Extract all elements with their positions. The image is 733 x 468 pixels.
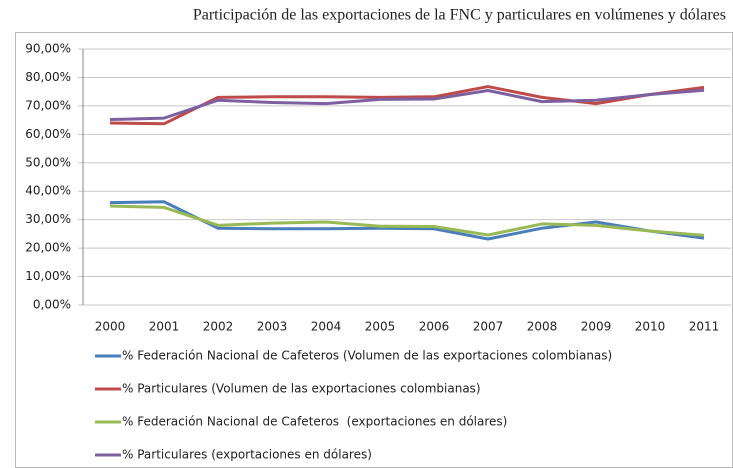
y-tick-label: 60,00%	[25, 127, 71, 141]
legend-label: % Federación Nacional de Cafeteros (Volu…	[122, 349, 612, 363]
legend-label: % Particulares (Volumen de las exportaci…	[122, 382, 481, 396]
y-tick-label: 70,00%	[25, 98, 71, 112]
y-tick-label: 20,00%	[25, 241, 71, 255]
x-tick-label: 2000	[95, 320, 126, 334]
x-tick-label: 2005	[365, 320, 396, 334]
x-tick-label: 2009	[581, 320, 612, 334]
x-tick-label: 2002	[203, 320, 234, 334]
y-tick-label: 80,00%	[25, 70, 71, 84]
y-tick-label: 0,00%	[33, 298, 71, 312]
y-tick-label: 50,00%	[25, 155, 71, 169]
x-tick-label: 2010	[635, 320, 666, 334]
x-tick-label: 2003	[257, 320, 288, 334]
y-tick-label: 90,00%	[25, 42, 71, 56]
chart-title: Participación de las exportaciones de la…	[193, 7, 726, 24]
y-tick-label: 40,00%	[25, 184, 71, 198]
legend-label: % Particulares (exportaciones en dólares…	[122, 448, 372, 462]
x-tick-label: 2011	[689, 320, 720, 334]
series-line	[109, 204, 705, 237]
series-line	[109, 88, 705, 122]
legend-label: % Federación Nacional de Cafeteros (expo…	[122, 415, 507, 429]
x-tick-label: 2007	[473, 320, 504, 334]
x-tick-label: 2006	[419, 320, 450, 334]
x-tick-label: 2008	[527, 320, 558, 334]
y-tick-label: 30,00%	[25, 212, 71, 226]
y-tick-label: 10,00%	[25, 269, 71, 283]
x-tick-label: 2004	[311, 320, 342, 334]
x-tick-label: 2001	[149, 320, 180, 334]
